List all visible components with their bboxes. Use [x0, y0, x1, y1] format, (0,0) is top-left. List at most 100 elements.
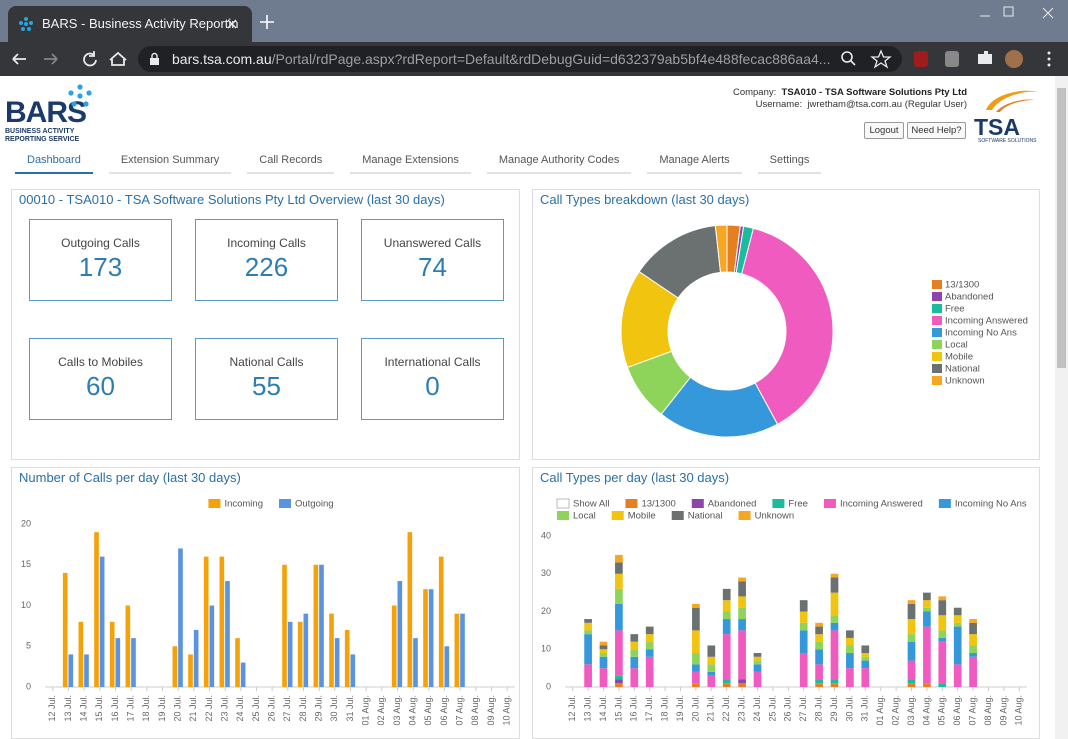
url-host: bars.tsa.com.au — [172, 51, 272, 67]
bar-segment — [953, 626, 962, 665]
logout-button[interactable]: Logout — [864, 122, 904, 139]
stacked-bar-chart: 0 10 20 30 40 12 Jul. 13 Jul. 14 Jul. 15 Jul. 16 … — [541, 498, 1027, 726]
logo-subtitle: REPORTING SERVICE — [5, 136, 80, 143]
x-tick-label: 18 Jul. — [141, 695, 151, 722]
bar-segment — [846, 653, 854, 669]
kpi-label: International Calls — [384, 355, 481, 369]
bar-segment — [830, 577, 839, 593]
legend-label: Local — [945, 340, 968, 351]
bar-segment — [969, 645, 977, 654]
legend-label: National — [688, 511, 723, 522]
scrollbar-thumb[interactable] — [1057, 88, 1066, 368]
nav-buttons[interactable] — [8, 48, 136, 70]
legend-label: Free — [945, 304, 965, 315]
x-tick-label: 03 Aug. — [906, 695, 916, 726]
bar-segment — [846, 637, 854, 646]
bar-segment — [615, 683, 623, 687]
bar-segment — [846, 630, 854, 638]
bar — [454, 613, 460, 687]
bar-segment — [738, 596, 746, 608]
bar-segment — [692, 607, 700, 631]
bar-segment — [969, 634, 977, 646]
nav-tab-active[interactable]: Dashboard — [15, 150, 93, 174]
bar-segment — [815, 664, 823, 680]
help-button[interactable]: Need Help? — [907, 122, 966, 139]
bar-segment — [923, 600, 931, 608]
x-tick-label: 31 Jul. — [860, 695, 870, 722]
tab-close[interactable] — [226, 18, 238, 30]
legend-swatch — [208, 499, 221, 508]
bar-segment — [969, 653, 977, 657]
nav-tab[interactable]: Manage Alerts — [647, 150, 742, 174]
bar-segment — [815, 683, 823, 687]
bar-segment — [615, 675, 623, 680]
bar-segment — [722, 611, 731, 620]
bar-segment — [969, 656, 977, 687]
bar — [99, 556, 105, 687]
nav-tab[interactable]: Extension Summary — [108, 150, 232, 174]
x-tick-label: 12 Jul. — [47, 695, 57, 722]
bar — [334, 638, 340, 687]
bar-segment — [938, 637, 947, 642]
browser-tab[interactable]: BARS - Business Activity Reportin — [8, 6, 252, 42]
bar-segment — [815, 622, 823, 627]
bar-segment — [953, 607, 962, 616]
scrollbar[interactable] — [1055, 76, 1068, 739]
bar-segment — [738, 630, 746, 680]
bar — [84, 654, 89, 687]
kpi-value: 0 — [425, 371, 440, 401]
bar — [235, 638, 240, 687]
bar-segment — [830, 683, 839, 687]
bar-segment — [753, 656, 762, 661]
url: bars.tsa.com.au/Portal/rdPage.aspx?rdRep… — [172, 51, 830, 67]
nav-tab[interactable]: Settings — [757, 150, 822, 174]
bar-segment — [923, 592, 931, 601]
bar-segment — [692, 630, 700, 654]
overview-panel: 00010 - TSA010 - TSA Software Solutions … — [11, 189, 520, 460]
y-tick-label: 20 — [21, 518, 31, 528]
x-tick-label: 22 Jul. — [721, 695, 731, 722]
x-tick-label: 30 Jul. — [329, 695, 339, 722]
bar-segment — [584, 634, 592, 665]
panel-title: Call Types per day (last 30 days) — [540, 470, 730, 485]
legend-label: Incoming No Ans — [945, 328, 1017, 339]
bar-segment — [907, 683, 916, 687]
bar — [172, 646, 178, 687]
bar-segment — [907, 641, 916, 661]
nav-tab[interactable]: Call Records — [247, 150, 335, 174]
x-tick-label: 16 Jul. — [110, 695, 120, 722]
x-tick-label: 16 Jul. — [629, 695, 639, 722]
bar-segment — [599, 645, 608, 650]
bar-segment — [615, 603, 623, 631]
bar-segment — [630, 656, 639, 669]
bar-segment — [799, 600, 808, 612]
kpi-label: National Calls — [229, 355, 304, 369]
bar — [193, 629, 199, 687]
nav-tabs: Dashboard Extension Summary Call Records Ma… — [15, 150, 822, 174]
legend-label: Local — [573, 511, 596, 522]
bar-segment — [969, 619, 977, 623]
bar-segment — [923, 683, 931, 687]
nav-tab[interactable]: Manage Extensions — [350, 150, 471, 174]
x-tick-label: 02 Aug. — [376, 695, 386, 726]
bar-segment — [584, 622, 592, 631]
y-tick-label: 40 — [541, 530, 551, 540]
bar-segment — [692, 603, 700, 608]
bar — [219, 556, 225, 687]
bar-segment — [584, 619, 592, 623]
bar-chart: 0 5 10 15 20 12 Jul. 13 Jul. 14 Jul. 15 Jul. 16 J… — [21, 499, 515, 726]
y-tick-label: 30 — [541, 568, 551, 578]
bar-segment — [707, 656, 716, 665]
new-tab[interactable] — [259, 14, 275, 30]
legend-swatch — [932, 364, 942, 373]
bar-segment — [938, 630, 947, 638]
legend-swatch — [932, 352, 942, 361]
donut-segment — [714, 224, 728, 273]
bar-segment — [815, 679, 823, 684]
nav-tab[interactable]: Manage Authority Codes — [486, 150, 632, 174]
x-tick-label: 03 Aug. — [392, 695, 402, 726]
omnibox[interactable] — [138, 46, 902, 72]
x-tick-label: 24 Jul. — [752, 695, 762, 722]
x-tick-label: 04 Aug. — [408, 695, 418, 726]
x-tick-label: 22 Jul. — [204, 695, 214, 722]
